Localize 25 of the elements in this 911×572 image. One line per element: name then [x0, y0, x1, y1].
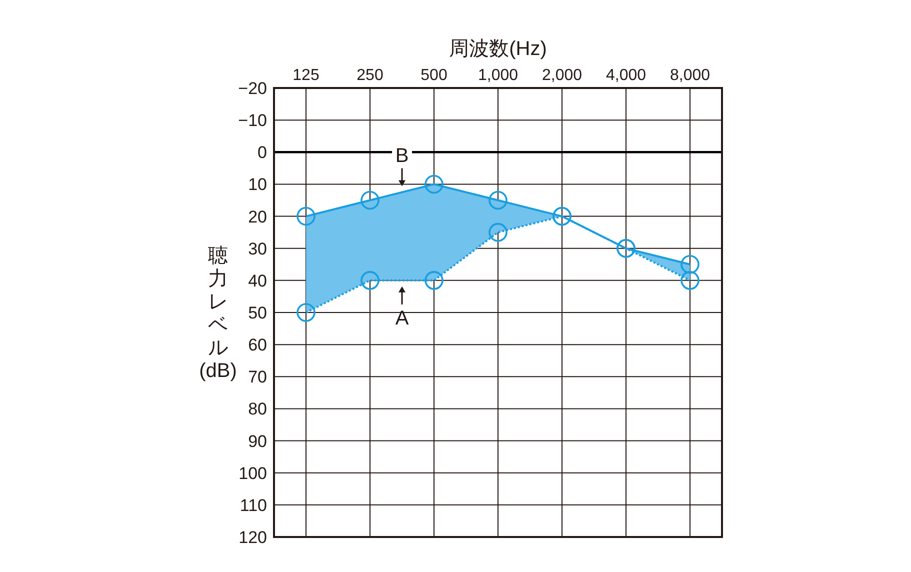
x-tick-label: 4,000 [606, 67, 646, 84]
y-tick-label: 70 [248, 368, 267, 387]
y-tick-label: 10 [248, 175, 267, 194]
y-tick-label: 120 [238, 528, 267, 547]
x-tick-label: 125 [292, 67, 320, 84]
y-tick-label: 0 [258, 143, 267, 162]
y-tick-label: 80 [248, 400, 267, 419]
y-tick-label: 90 [248, 432, 267, 451]
y-tick-label: −10 [238, 111, 267, 130]
series-label: B [395, 145, 409, 168]
y-tick-label: 60 [248, 336, 267, 355]
x-tick-label: 1,000 [478, 67, 518, 84]
x-tick-label: 8,000 [670, 67, 710, 84]
x-axis-title: 周波数(Hz) [449, 38, 547, 60]
y-tick-label: 100 [238, 464, 267, 483]
y-tick-label: 30 [248, 239, 267, 258]
y-tick-label: 110 [240, 496, 267, 515]
y-tick-label: 20 [248, 207, 267, 226]
y-axis-title: 聴力レベル(dB) [199, 245, 237, 382]
x-tick-label: 250 [356, 67, 384, 84]
x-tick-label: 500 [420, 67, 448, 84]
y-tick-label: −20 [238, 79, 267, 98]
y-tick-label: 50 [248, 304, 267, 322]
x-tick-label: 2,000 [542, 67, 582, 84]
y-tick-label: 40 [248, 271, 267, 290]
